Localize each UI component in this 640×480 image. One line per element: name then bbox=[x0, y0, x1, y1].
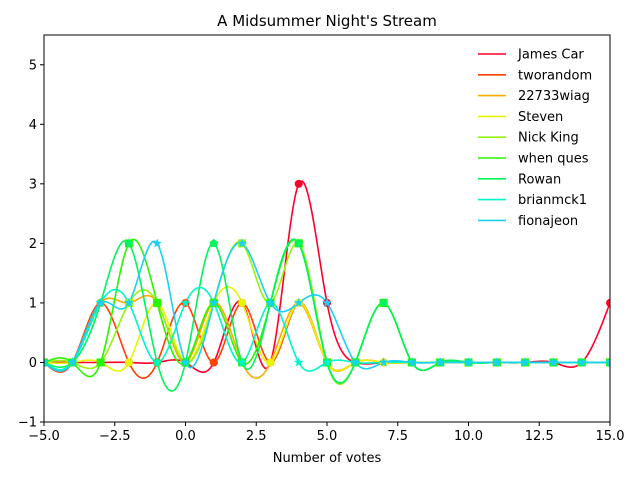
legend-label: 22733wiag bbox=[518, 89, 590, 104]
data-point bbox=[238, 298, 247, 307]
legend-label: when ques bbox=[518, 152, 589, 167]
marker-layer bbox=[44, 179, 610, 367]
x-tick-label: −5.0 bbox=[28, 429, 60, 444]
x-tick-label: −2.5 bbox=[99, 429, 131, 444]
x-tick-label: 15.0 bbox=[596, 429, 625, 444]
data-point bbox=[294, 179, 303, 188]
data-point bbox=[606, 298, 610, 307]
x-axis-title: Number of votes bbox=[273, 451, 382, 466]
data-point bbox=[44, 357, 49, 367]
legend: James Car tworandom 22733wiag Steven Nick Ki… bbox=[478, 48, 592, 229]
data-point bbox=[548, 357, 559, 367]
y-tick-label: 0 bbox=[29, 356, 37, 371]
data-point bbox=[96, 358, 105, 367]
data-point bbox=[407, 357, 417, 367]
data-point bbox=[322, 357, 332, 367]
legend-label: James Car bbox=[517, 48, 584, 63]
y-tick-label: 1 bbox=[29, 296, 37, 311]
y-axis: −1 0 1 2 3 4 5 bbox=[18, 58, 44, 431]
data-point bbox=[266, 358, 275, 367]
data-point bbox=[265, 297, 276, 307]
legend-label: fionajeon bbox=[518, 214, 578, 229]
legend-label: Nick King bbox=[518, 131, 579, 146]
x-tick-label: 0.0 bbox=[175, 429, 196, 444]
x-tick-label: 5.0 bbox=[317, 429, 338, 444]
data-point bbox=[180, 297, 191, 307]
data-point bbox=[209, 358, 218, 367]
data-point bbox=[95, 297, 106, 307]
data-point bbox=[209, 297, 219, 307]
legend-label: brianmck1 bbox=[518, 193, 587, 208]
data-point bbox=[379, 298, 388, 307]
data-point bbox=[152, 357, 162, 367]
data-point bbox=[293, 357, 304, 367]
x-tick-label: 10.0 bbox=[454, 429, 483, 444]
legend-label: Steven bbox=[518, 110, 563, 125]
data-point bbox=[605, 357, 610, 367]
y-tick-label: 4 bbox=[29, 118, 37, 133]
legend-label: Rowan bbox=[518, 172, 561, 187]
data-point bbox=[520, 357, 530, 367]
data-point bbox=[209, 238, 219, 248]
data-point bbox=[124, 238, 134, 248]
data-point bbox=[492, 357, 502, 367]
data-point bbox=[350, 357, 361, 367]
x-tick-label: 7.5 bbox=[387, 429, 408, 444]
data-point bbox=[576, 357, 587, 367]
x-tick-label: 2.5 bbox=[246, 429, 267, 444]
data-point bbox=[322, 297, 332, 307]
y-tick-label: −1 bbox=[18, 416, 37, 431]
data-point bbox=[153, 298, 162, 307]
chart-title: A Midsummer Night's Stream bbox=[217, 12, 437, 30]
x-tick-label: 12.5 bbox=[525, 429, 554, 444]
legend-label: tworandom bbox=[518, 68, 592, 83]
data-point bbox=[237, 357, 247, 367]
y-tick-label: 5 bbox=[29, 58, 37, 73]
data-point bbox=[463, 357, 474, 367]
y-tick-label: 3 bbox=[29, 177, 37, 192]
x-axis: −5.0 −2.5 0.0 2.5 5.0 7.5 10.0 12.5 15.0 bbox=[28, 422, 624, 444]
data-point bbox=[293, 297, 304, 307]
data-point bbox=[294, 238, 303, 248]
data-point bbox=[124, 358, 133, 367]
data-point bbox=[435, 357, 445, 367]
data-point bbox=[152, 238, 162, 248]
data-point bbox=[378, 357, 389, 367]
data-point bbox=[124, 297, 134, 307]
data-point bbox=[180, 357, 191, 367]
data-point bbox=[67, 357, 78, 367]
data-point bbox=[237, 238, 247, 248]
y-tick-label: 2 bbox=[29, 237, 37, 252]
